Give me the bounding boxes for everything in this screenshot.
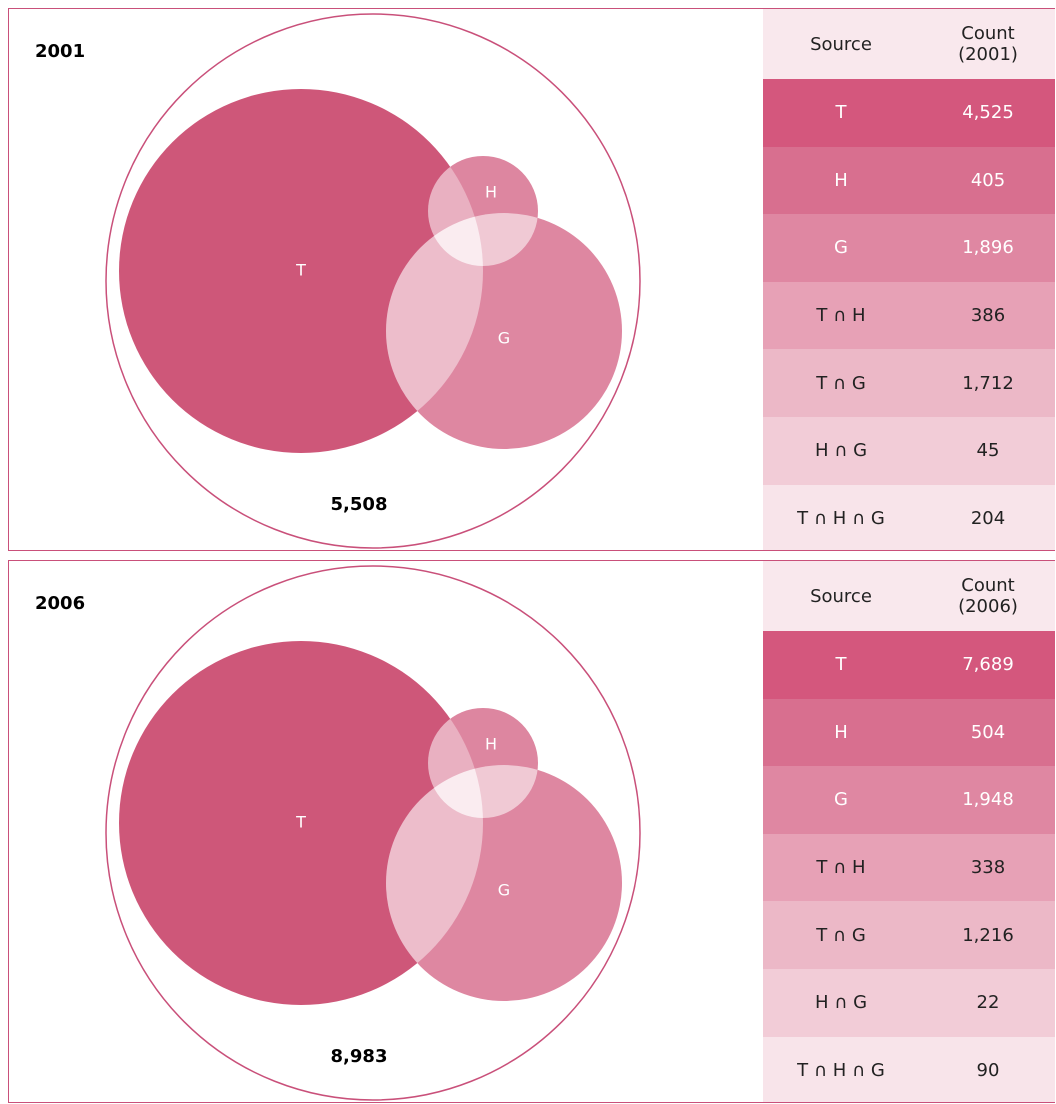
table-row: T ∩ H ∩ G 90 [763,1036,1055,1102]
table-row: G 1,948 [763,766,1055,834]
source-cell: T ∩ H [816,857,866,879]
count-cell: 90 [976,1059,1000,1081]
count-cell: 4,525 [962,102,1014,124]
table-row: T ∩ G 1,216 [763,901,1055,969]
set-circle [386,213,622,449]
count-cell: 504 [970,721,1006,743]
table-header: Source Count (2001) [763,9,1055,79]
source-cell: H [834,721,848,743]
table-row: H 405 [763,146,1055,215]
set-label: H [485,183,497,202]
total-label: 8,983 [331,1046,388,1067]
header-cell: Source [810,585,872,607]
source-cell: T ∩ G [816,372,866,394]
table-row: G 1,896 [763,214,1055,282]
outer-circle [105,565,641,1101]
count-cell: 1,216 [962,924,1014,946]
table-row: T ∩ H 386 [763,281,1055,350]
count-cell: 1,712 [962,372,1014,394]
count-cell: 22 [976,992,1000,1014]
set-label: G [498,881,510,900]
source-cell: T ∩ H [816,305,866,327]
source-cell: T ∩ H ∩ G [797,1059,885,1081]
table: Source Count (2001) T 4,525 H 405 G 1,896 T ∩ H 3… [763,9,1055,550]
table-row: T ∩ H ∩ G 204 [763,484,1055,550]
source-cell: T ∩ H ∩ G [797,507,885,529]
count-cell: 338 [970,857,1006,879]
table-row: T ∩ H 338 [763,833,1055,902]
count-cell: 204 [970,507,1006,529]
set-label: T [295,813,306,832]
table-row: T 7,689 [763,631,1055,699]
source-cell: T ∩ G [816,924,866,946]
year-title: 2001 [35,41,86,62]
source-cell: H ∩ G [814,440,868,462]
set-label: T [295,261,306,280]
table-header: Source Count (2006) [763,561,1055,631]
table-row: T 4,525 [763,79,1055,147]
count-cell: 386 [970,305,1006,327]
set-label: H [485,735,497,754]
source-cell: G [834,789,848,811]
count-cell: 1,896 [962,237,1014,259]
panel: T H G 5,508 2001 Source Count (2001) T 4,525 H 405… [8,8,1055,551]
count-cell: 1,948 [962,789,1014,811]
count-cell: 7,689 [962,654,1014,676]
table-row: T ∩ G 1,712 [763,349,1055,417]
panel: T H G 8,983 2006 Source Count (2006) T 7,689 H 504… [8,560,1055,1103]
table-row: H 504 [763,698,1055,767]
count-cell: 405 [970,169,1006,191]
outer-circle [105,13,641,549]
venn-diagram: T H G 5,508 [105,13,641,549]
set-circle [386,765,622,1001]
venn-diagram: T H G 8,983 [105,565,641,1101]
header-cell: Source [810,33,872,55]
header-cell: Count (2006) [958,575,1018,617]
source-cell: G [834,237,848,259]
table-row: H ∩ G 45 [763,416,1055,485]
table-row: H ∩ G 22 [763,968,1055,1037]
source-cell: T [835,654,847,676]
header-cell: Count (2001) [958,23,1018,65]
count-cell: 45 [976,440,1000,462]
total-label: 5,508 [331,494,388,515]
set-label: G [498,329,510,348]
year-title: 2006 [35,593,86,614]
source-cell: T [835,102,847,124]
table: Source Count (2006) T 7,689 H 504 G 1,948 T ∩ H 3… [763,561,1055,1102]
source-cell: H [834,169,848,191]
source-cell: H ∩ G [814,992,868,1014]
